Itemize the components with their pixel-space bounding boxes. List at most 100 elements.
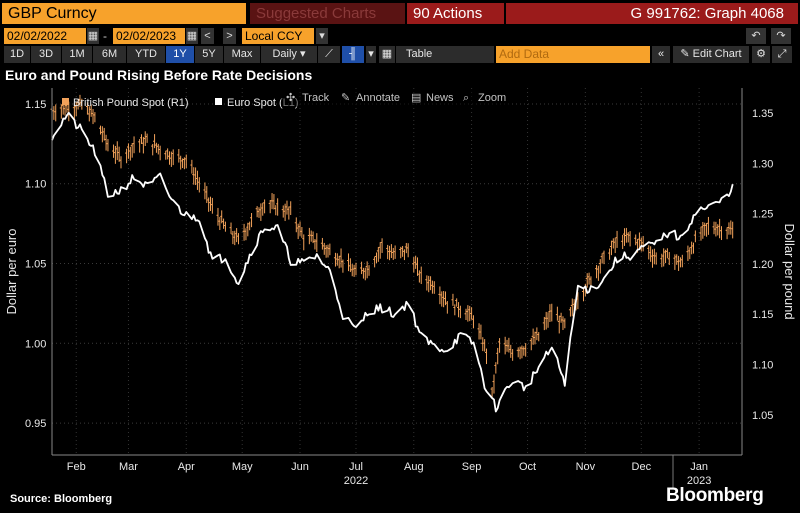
frequency-select[interactable]: Daily ▾ [261, 46, 317, 63]
y-right-tick-label: 1.35 [752, 108, 773, 120]
range-label: YTD [135, 48, 157, 60]
range-max-button[interactable]: Max [224, 46, 260, 63]
y-right-tick-label: 1.20 [752, 259, 773, 271]
y-left-axis-title: Dollar per euro [4, 229, 19, 315]
y-left-tick-label: 1.15 [25, 99, 46, 111]
x-tick-label: Sep [462, 461, 482, 473]
y-right-axis-title: Dollar per pound [782, 223, 797, 319]
y-right-tick-label: 1.25 [752, 209, 773, 221]
actions-label: Actions [433, 5, 483, 22]
date-range-bar: 02/02/2022 ▦ - 02/02/2023 ▦ < > Local CC… [0, 28, 800, 44]
grid-lines [52, 88, 742, 455]
table-button[interactable]: Table [396, 46, 494, 63]
annotate-tool[interactable]: Annotate [356, 92, 400, 104]
zoom-icon: ⌕ [463, 92, 469, 104]
y-right-tick-label: 1.10 [752, 360, 773, 372]
x-tick-label: Jun [291, 461, 309, 473]
y-right-tick-label: 1.30 [752, 158, 773, 170]
bar-chart-icon[interactable]: ╢ [342, 46, 364, 63]
range-label: 3D [38, 48, 54, 60]
edit-chart-button[interactable]: ✎ Edit Chart [673, 46, 749, 63]
table-icon[interactable]: ▦ [379, 46, 395, 63]
range-label: 1Y [173, 48, 187, 60]
x-tick-label: Jul [349, 461, 363, 473]
end-calendar-icon[interactable]: ▦ [186, 28, 198, 44]
x-tick-label: Aug [404, 461, 424, 473]
x-tick-label: Oct [519, 461, 536, 473]
actions-prefix: 90 [413, 5, 430, 22]
range-1m-button[interactable]: 1M [62, 46, 92, 63]
chart-type-dropdown-icon[interactable]: ▾ [366, 46, 376, 63]
range-label: Max [231, 48, 253, 60]
y-left-tick-label: 0.95 [25, 418, 46, 430]
y-right-tick-label: 1.15 [752, 309, 773, 321]
gear-icon[interactable]: ⚙ [752, 46, 770, 63]
frequency-label: Daily [272, 48, 297, 60]
start-calendar-icon[interactable]: ▦ [87, 28, 99, 44]
currency-select[interactable]: Local CCY [242, 28, 314, 44]
legend-gbp-label: British Pound Spot (R1) [73, 97, 189, 109]
range-3d-button[interactable]: 3D [31, 46, 61, 63]
legend: British Pound Spot (R1) Euro Spot (L1) [62, 97, 299, 109]
range-1y-button[interactable]: 1Y [166, 46, 194, 63]
next-period-icon[interactable]: > [223, 28, 236, 44]
expand-icon[interactable]: ⤢ [772, 46, 792, 63]
eur-line [51, 111, 734, 413]
date-separator: - [103, 29, 107, 43]
range-label: 1M [69, 48, 85, 60]
x-year-label: 2022 [344, 475, 368, 487]
edit-chart-label: Edit Chart [692, 48, 742, 60]
legend-eur-swatch [215, 98, 222, 105]
track-tool[interactable]: Track [302, 92, 330, 104]
x-tick-label: Feb [67, 461, 86, 473]
undo-icon[interactable]: ↶ [746, 28, 766, 44]
chart-tools: ✣ Track ✎ Annotate ▤ News ⌕ Zoom [281, 89, 509, 107]
zoom-tool[interactable]: Zoom [478, 92, 506, 104]
source-note: Source: Bloomberg [10, 493, 113, 505]
pencil-icon: ✎ [680, 48, 690, 60]
news-tool[interactable]: News [426, 92, 454, 104]
legend-gbp-swatch [62, 98, 69, 105]
bloomberg-logo: Bloomberg [666, 485, 764, 506]
range-6m-button[interactable]: 6M [93, 46, 126, 63]
chart-title: Euro and Pound Rising Before Rate Decisi… [5, 67, 313, 83]
currency-dropdown-icon[interactable]: ▾ [316, 28, 328, 44]
y-left-tick-label: 1.00 [25, 338, 46, 350]
table-label: Table [406, 48, 433, 60]
y-right-tick-label: 1.05 [752, 410, 773, 422]
ticker-field[interactable]: GBP Curncy [2, 3, 246, 24]
x-tick-label: May [232, 461, 253, 473]
track-icon: ✣ [286, 92, 295, 104]
line-chart-icon[interactable]: ⟋ [318, 46, 340, 63]
x-tick-label: Mar [119, 461, 138, 473]
actions-button[interactable]: 90 Actions [407, 3, 504, 24]
eur-series [51, 111, 734, 413]
legend-eur-label: Euro Spot (L1) [227, 97, 299, 109]
annotate-icon: ✎ [341, 92, 350, 104]
range-5y-button[interactable]: 5Y [195, 46, 223, 63]
suggested-charts-label: Suggested Charts [256, 5, 377, 22]
range-label: 5Y [202, 48, 216, 60]
y-left-tick-label: 1.10 [25, 179, 46, 191]
range-label: 6M [101, 48, 118, 60]
x-tick-label: Dec [632, 461, 652, 473]
news-icon: ▤ [411, 92, 421, 104]
range-label: 1D [9, 48, 25, 60]
prev-period-icon[interactable]: < [201, 28, 214, 44]
add-data-input[interactable]: Add Data [496, 46, 650, 63]
graph-id-label: G 991762: Graph 4068 [506, 3, 798, 24]
x-tick-label: Jan [690, 461, 708, 473]
redo-icon[interactable]: ↷ [771, 28, 791, 44]
start-date-input[interactable]: 02/02/2022 [4, 28, 86, 44]
range-ytd-button[interactable]: YTD [127, 46, 165, 63]
suggested-charts-button[interactable]: Suggested Charts [250, 3, 405, 24]
range-1d-button[interactable]: 1D [4, 46, 30, 63]
toolbar-row: 1D 3D 1M 6M YTD 1Y 5Y Max Daily ▾ ⟋ ╢ ▾ … [0, 46, 800, 63]
x-tick-label: Apr [178, 461, 195, 473]
x-tick-label: Nov [576, 461, 596, 473]
command-bar: GBP Curncy Suggested Charts 90 Actions G… [0, 0, 800, 26]
end-date-input[interactable]: 02/02/2023 [113, 28, 185, 44]
x-year-label: 2023 [687, 475, 711, 487]
collapse-icon[interactable]: « [652, 46, 670, 63]
